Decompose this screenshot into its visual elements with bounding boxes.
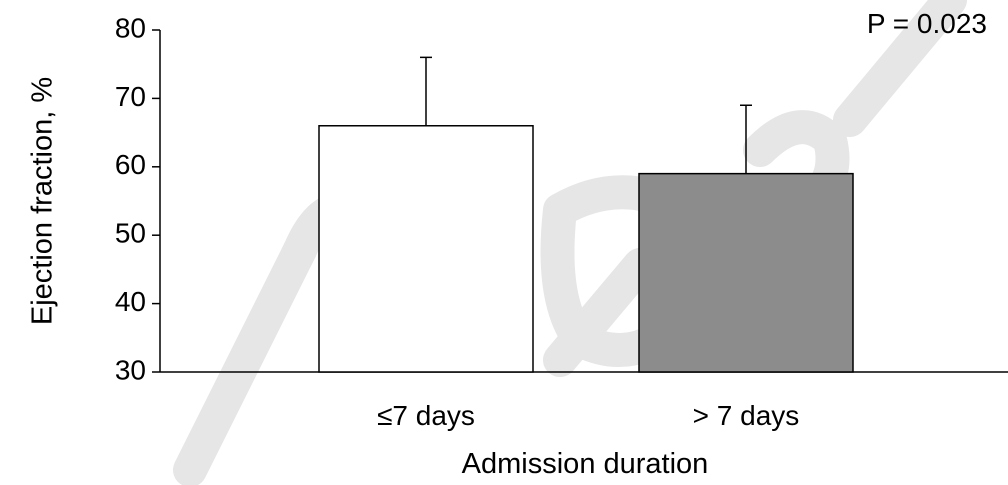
y-tick-label: 60 <box>115 149 146 180</box>
y-tick-label: 70 <box>115 81 146 112</box>
watermark-stroke <box>173 233 317 485</box>
bars <box>318 125 854 373</box>
y-tick-label: 80 <box>115 12 146 43</box>
y-tick-label: 40 <box>115 286 146 317</box>
error-bars <box>420 56 752 174</box>
p-value-annotation: P = 0.023 <box>867 8 987 39</box>
y-tick-label: 50 <box>115 218 146 249</box>
x-category-label: ≤7 days <box>377 400 475 431</box>
x-axis-title: Admission duration <box>462 448 709 480</box>
bar-gt-7-days <box>638 172 854 373</box>
x-axis-labels: ≤7 days > 7 days <box>377 400 799 431</box>
watermark-stroke <box>543 248 657 377</box>
axes <box>159 30 1008 373</box>
y-axis-title: Ejection fraction, % <box>27 77 59 325</box>
bar-le-7-days <box>318 125 534 373</box>
y-tick-label: 30 <box>115 354 146 385</box>
y-axis-ticks: 30 40 50 60 70 80 <box>115 12 160 385</box>
x-category-label: > 7 days <box>693 400 800 431</box>
watermark-stroke <box>833 0 967 137</box>
